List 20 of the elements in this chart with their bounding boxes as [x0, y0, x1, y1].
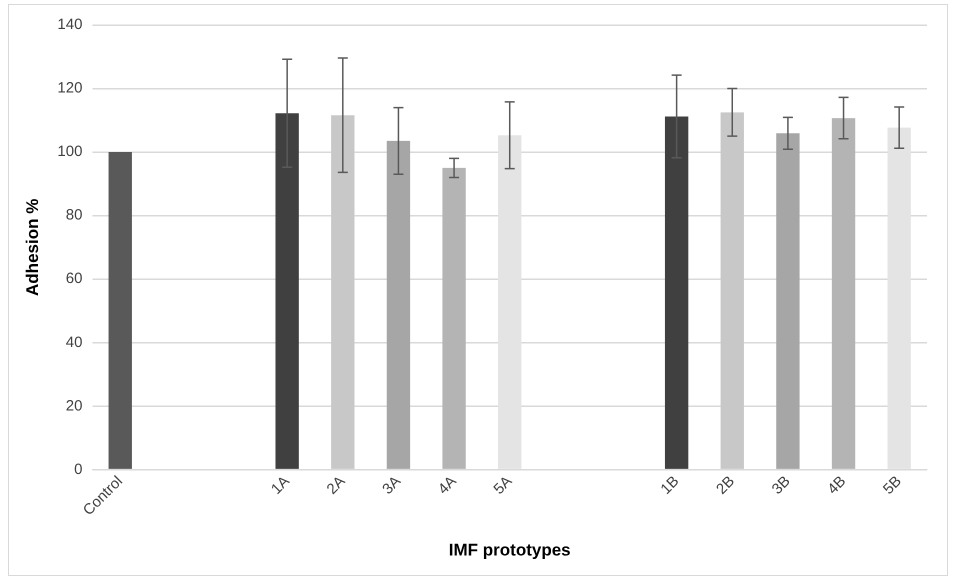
x-tick-label: 5B [880, 472, 905, 498]
y-tick-label: 60 [66, 270, 82, 288]
x-tick-label: 1B [657, 472, 682, 498]
x-tick-label: 2B [713, 472, 738, 498]
y-axis-title: Adhesion % [22, 198, 42, 296]
x-tick-label: 2A [324, 472, 349, 498]
x-tick-label: 5A [490, 472, 516, 498]
y-tick-label: 0 [74, 460, 82, 478]
y-tick-label: 40 [66, 334, 82, 351]
x-tick-label: 3B [768, 472, 794, 498]
y-tick-label: 140 [57, 16, 82, 34]
y-tick-label: 100 [57, 143, 82, 160]
y-tick-label: 120 [57, 80, 82, 97]
x-tick-label: 1A [268, 472, 293, 498]
x-axis-title: IMF prototypes [448, 540, 571, 560]
x-tick-label: 4B [824, 472, 850, 498]
y-tick-label: 80 [66, 206, 82, 224]
x-tick-label: 3A [379, 472, 404, 498]
y-tick-label: 20 [66, 397, 82, 414]
x-tick-label: 4A [434, 472, 460, 498]
